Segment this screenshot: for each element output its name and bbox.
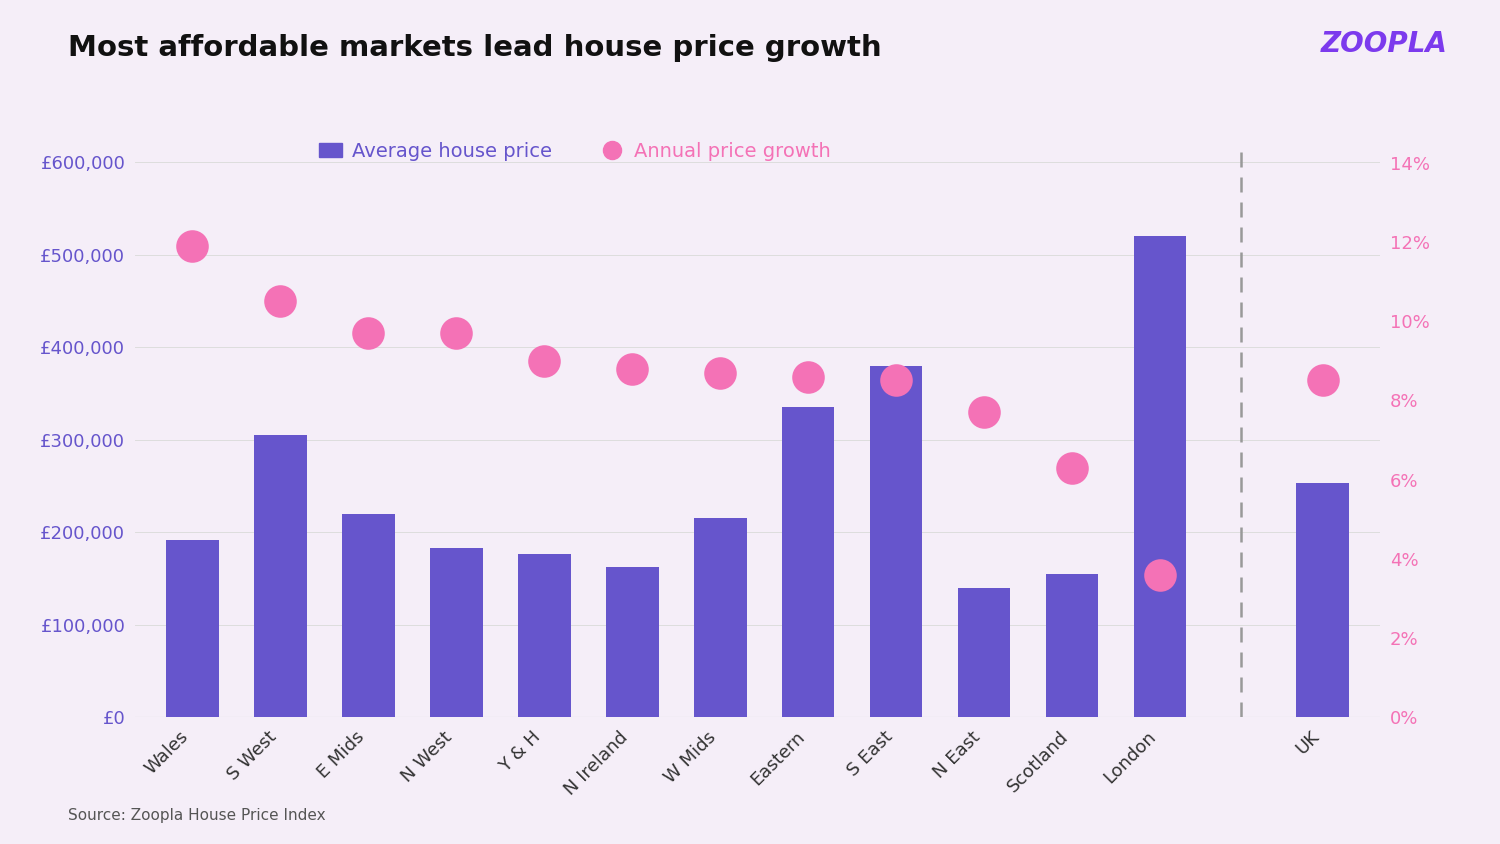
Bar: [957, 587, 1011, 717]
Bar: [430, 548, 483, 717]
Text: Source: Zoopla House Price Index: Source: Zoopla House Price Index: [68, 808, 326, 823]
Bar: [1134, 236, 1186, 717]
Bar: [782, 408, 834, 717]
Point: [180, 239, 204, 252]
Point: [444, 326, 468, 339]
Point: [972, 405, 996, 419]
Point: [1060, 461, 1084, 474]
Bar: [254, 435, 306, 717]
Text: ZOOPLA: ZOOPLA: [1320, 30, 1448, 57]
Point: [532, 354, 556, 367]
Point: [268, 295, 292, 308]
Bar: [342, 514, 394, 717]
Point: [708, 365, 732, 379]
Bar: [166, 539, 219, 717]
Bar: [1296, 484, 1348, 717]
Bar: [518, 554, 570, 717]
Point: [1148, 568, 1172, 582]
Bar: [870, 365, 922, 717]
Bar: [1046, 574, 1098, 717]
Bar: [606, 567, 658, 717]
Bar: [693, 518, 747, 717]
Point: [1311, 374, 1335, 387]
Point: [356, 326, 380, 339]
Point: [620, 362, 644, 376]
Point: [796, 370, 820, 383]
Legend: Average house price, Annual price growth: Average house price, Annual price growth: [320, 142, 831, 160]
Point: [884, 374, 908, 387]
Text: Most affordable markets lead house price growth: Most affordable markets lead house price…: [68, 34, 880, 62]
